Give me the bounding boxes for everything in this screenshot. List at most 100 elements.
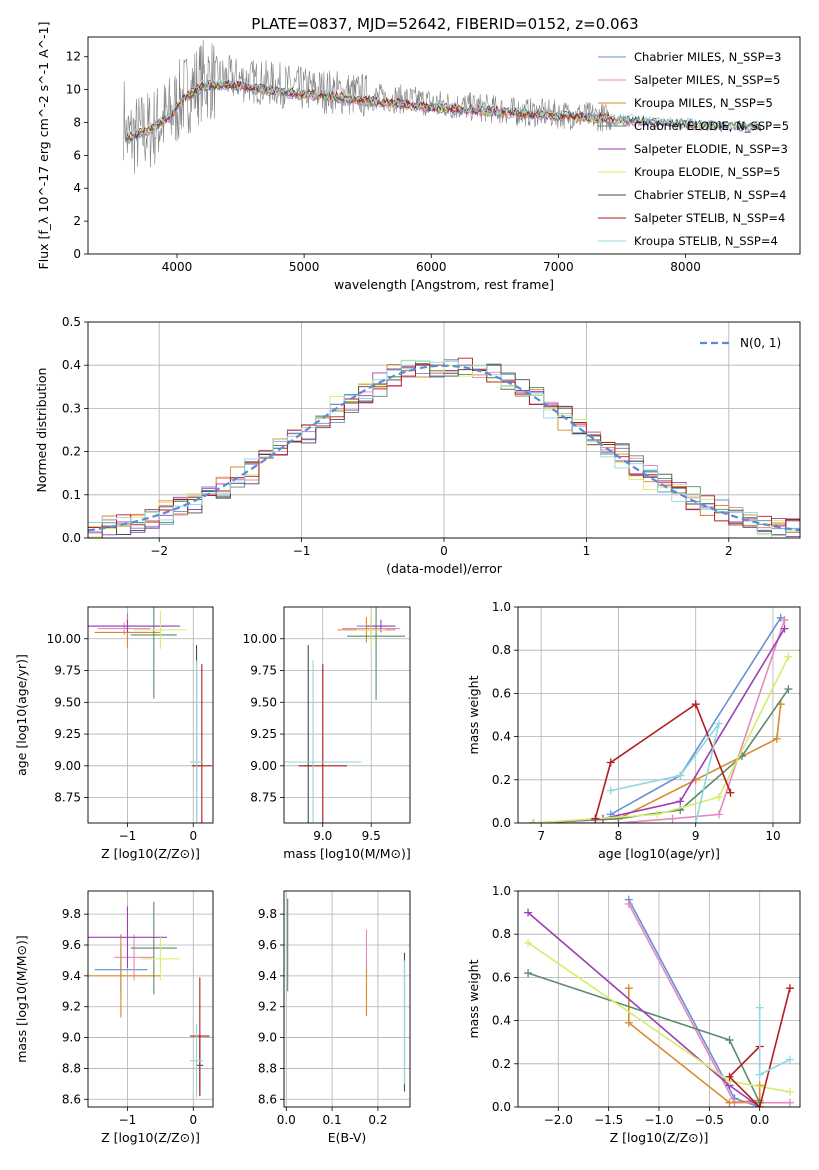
plot-area-residuals (88, 357, 800, 538)
plot-area-age_vs_Z (88, 607, 212, 823)
plot-area-age_vs_mass (284, 607, 406, 823)
y-tick-label: 9.00 (250, 759, 277, 773)
y-tick-label: 8.75 (250, 791, 277, 805)
y-tick-label: 9.25 (54, 727, 81, 741)
weight-marker (524, 908, 533, 917)
panel-massweight_vs_age: 7 8 9 10 0.0 0.2 0.4 0.6 0.8 1.0 age [log10(age/yr… (466, 600, 801, 861)
weight-marker (780, 615, 789, 624)
x-tick-label: −1.0 (644, 1113, 673, 1127)
y-axis-label: mass weight (466, 675, 481, 754)
x-axis-label: mass [log10(M/M⊙)] (283, 846, 411, 861)
errorbar-point-5 (356, 610, 386, 649)
observed-spectrum (123, 39, 613, 174)
normal-curve (88, 364, 800, 532)
x-tick-label: 0 (189, 829, 197, 843)
errorbar-point-7 (191, 664, 212, 823)
legend-label: Salpeter MILES, N_SSP=5 (634, 73, 780, 87)
y-tick-label: 1.0 (492, 600, 511, 614)
y-tick-label: 9.4 (62, 969, 81, 983)
x-tick-label: 9 (692, 829, 700, 843)
y-tick-label: 10.00 (243, 632, 277, 646)
weight-marker (591, 814, 600, 823)
x-tick-label: 0.1 (323, 1113, 342, 1127)
x-tick-label: 9.5 (362, 829, 381, 843)
weight-line-3 (533, 688, 790, 823)
y-tick-label: 0.0 (62, 531, 81, 545)
y-tick-label: 2 (73, 214, 81, 228)
y-tick-label: 12 (66, 50, 81, 64)
y-tick-label: 8.6 (62, 1092, 81, 1106)
histogram-7 (88, 357, 800, 529)
panel-age_vs_mass: 9.0 9.5 8.75 9.00 9.25 9.50 9.75 10.00 mass [log… (243, 606, 411, 861)
weight-marker (755, 1070, 764, 1079)
weight-marker (725, 1098, 734, 1107)
weight-marker (691, 819, 700, 823)
x-tick-label: 9.0 (313, 829, 332, 843)
y-tick-label: 0.4 (492, 730, 511, 744)
y-tick-label: 9.0 (258, 1031, 277, 1045)
plot-area-mass_vs_Z (88, 901, 210, 1098)
errorbar-point-3 (347, 607, 406, 700)
y-tick-label: 9.25 (250, 727, 277, 741)
x-tick-label: −1 (293, 544, 311, 558)
y-tick-label: 0.2 (62, 445, 81, 459)
x-tick-label: 0.0 (277, 1113, 296, 1127)
weight-line-4 (533, 628, 786, 823)
errorbar-point-8 (189, 660, 204, 823)
errorbar-point-1 (114, 934, 154, 981)
weight-marker (772, 734, 781, 743)
errorbar-point-8 (189, 1023, 204, 1098)
weight-marker (780, 624, 789, 633)
weight-marker (524, 938, 533, 947)
model-spectrum-8 (125, 78, 762, 139)
y-tick-label: 9.8 (62, 907, 81, 921)
weight-marker (624, 984, 633, 993)
x-tick-label: 0 (189, 1113, 197, 1127)
x-tick-label: −0.5 (695, 1113, 724, 1127)
panel-spectrum: 4000 5000 6000 7000 8000 0 2 4 6 8 10 12 wavelength … (36, 22, 801, 292)
y-tick-label: 0.1 (62, 488, 81, 502)
y-tick-label: 9.0 (62, 1031, 81, 1045)
y-axis-label: age [log10(age/yr)] (14, 654, 29, 776)
y-tick-label: 9.50 (54, 695, 81, 709)
y-tick-label: 0.8 (492, 643, 511, 657)
x-tick-label: −2 (150, 544, 168, 558)
y-tick-label: 9.00 (54, 759, 81, 773)
y-tick-label: 8.75 (54, 791, 81, 805)
x-tick-label: 8 (615, 829, 623, 843)
weight-marker (785, 1055, 794, 1064)
x-tick-label: 7000 (543, 260, 574, 274)
weight-marker (714, 719, 723, 728)
y-tick-label: 0.2 (492, 1057, 511, 1071)
x-axis-label: Z [log10(Z/Z⊙)] (610, 1130, 709, 1145)
errorbar-point-5 (140, 937, 181, 981)
legend-label: Chabrier MILES, N_SSP=3 (634, 50, 781, 64)
weight-line-7 (728, 988, 791, 1107)
y-tick-label: 4 (73, 181, 81, 195)
weight-marker (714, 810, 723, 819)
y-tick-label: 9.2 (62, 1000, 81, 1014)
y-tick-label: 0.5 (62, 315, 81, 329)
panel-residuals: −2 −1 0 1 2 0.0 0.1 0.2 0.3 0.4 0.5 (data-model)/er… (34, 315, 801, 576)
x-axis-label: wavelength [Angstrom, rest frame] (334, 277, 554, 292)
y-tick-label: 8.8 (258, 1061, 277, 1075)
x-tick-label: 10 (765, 829, 780, 843)
histogram-6 (101, 364, 800, 538)
axes-frame (87, 890, 214, 1108)
panel-mass_vs_Z: −1 0 8.6 8.8 9.0 9.2 9.4 9.6 9.8 Z [log10(Z/Z⊙)] m… (14, 890, 214, 1145)
y-tick-label: 9.50 (250, 695, 277, 709)
x-tick-label: 2 (725, 544, 733, 558)
errorbar-point-8 (284, 660, 362, 823)
errorbar-point-3 (130, 607, 177, 699)
weight-marker (653, 810, 662, 819)
x-axis-label: Z [log10(Z/Z⊙)] (101, 846, 200, 861)
legend: Chabrier MILES, N_SSP=3 Salpeter MILES, N… (598, 50, 789, 248)
weight-marker (755, 1003, 764, 1012)
weight-marker (785, 1098, 794, 1107)
x-tick-label: 5000 (289, 260, 320, 274)
y-axis-label: mass [log10(M/M⊙)] (14, 935, 29, 1063)
x-axis-label: age [log10(age/yr)] (598, 846, 720, 861)
y-tick-label: 9.8 (258, 907, 277, 921)
errorbar-point-4 (88, 906, 167, 969)
y-tick-label: 8.8 (62, 1061, 81, 1075)
